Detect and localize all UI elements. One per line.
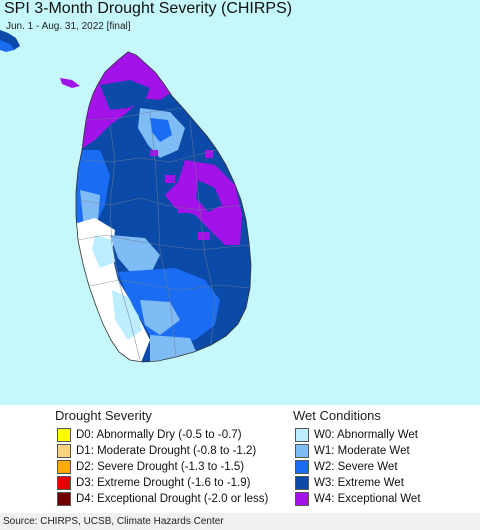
d0-swatch — [57, 428, 71, 442]
legend-item-d2: D2: Severe Drought (-1.3 to -1.5) — [57, 460, 244, 474]
legend-label: W1: Moderate Wet — [314, 445, 410, 457]
legend-item-d3: D3: Extreme Drought (-1.6 to -1.9) — [57, 476, 250, 490]
d2-swatch — [57, 460, 71, 474]
map-subtitle: Jun. 1 - Aug. 31, 2022 [final] — [6, 21, 131, 32]
legend-label: W3: Extreme Wet — [314, 477, 404, 489]
w2-swatch — [295, 460, 309, 474]
legend-label: W2: Severe Wet — [314, 461, 398, 473]
w0-swatch — [295, 428, 309, 442]
legend-item-w0: W0: Abnormally Wet — [295, 428, 418, 442]
w1-swatch — [295, 444, 309, 458]
legend-item-w3: W3: Extreme Wet — [295, 476, 404, 490]
mannar-island — [60, 78, 80, 88]
island-outline — [75, 51, 252, 363]
legend-label: D0: Abnormally Dry (-0.5 to -0.7) — [76, 429, 242, 441]
sri-lanka-map — [0, 30, 252, 363]
legend-label: D4: Exceptional Drought (-2.0 or less) — [76, 493, 269, 505]
w4-swatch — [295, 492, 309, 506]
source-credit: Source: CHIRPS, UCSB, Climate Hazards Ce… — [0, 513, 480, 530]
drought-legend-heading: Drought Severity — [55, 408, 152, 423]
legend-label: W4: Exceptional Wet — [314, 493, 421, 505]
legend-label: D3: Extreme Drought (-1.6 to -1.9) — [76, 477, 251, 489]
d4-swatch — [57, 492, 71, 506]
legend-label: W0: Abnormally Wet — [314, 429, 418, 441]
legend-item-d0: D0: Abnormally Dry (-0.5 to -0.7) — [57, 428, 242, 442]
wet-legend-heading: Wet Conditions — [293, 408, 381, 423]
legend-item-d4: D4: Exceptional Drought (-2.0 or less) — [57, 492, 268, 506]
map-title: SPI 3-Month Drought Severity (CHIRPS) — [4, 0, 293, 17]
legend-label: D1: Moderate Drought (-0.8 to -1.2) — [76, 445, 257, 457]
india-land-strip — [0, 40, 14, 52]
legend: Drought Severity Wet Conditions D0: Abno… — [0, 405, 480, 513]
legend-item-w1: W1: Moderate Wet — [295, 444, 410, 458]
d3-swatch — [57, 476, 71, 490]
map-area — [0, 0, 480, 405]
d1-swatch — [57, 444, 71, 458]
w3-swatch — [295, 476, 309, 490]
legend-label: D2: Severe Drought (-1.3 to -1.5) — [76, 461, 245, 473]
district-boundaries — [77, 107, 251, 361]
spi-raster — [76, 52, 251, 362]
legend-item-w4: W4: Exceptional Wet — [295, 492, 421, 506]
legend-item-d1: D1: Moderate Drought (-0.8 to -1.2) — [57, 444, 256, 458]
legend-item-w2: W2: Severe Wet — [295, 460, 398, 474]
